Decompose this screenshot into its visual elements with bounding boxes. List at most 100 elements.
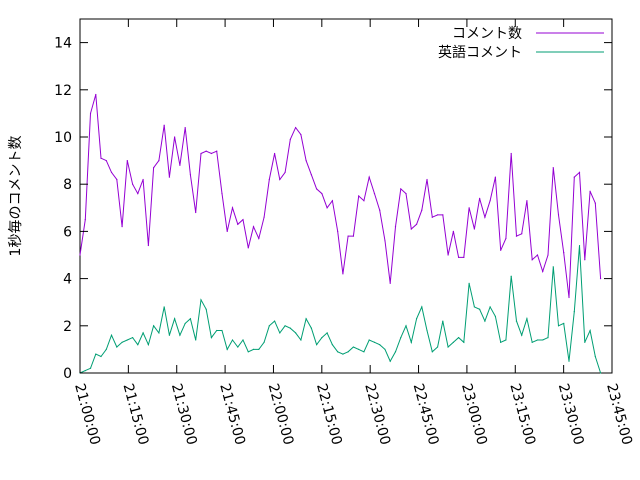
series-point-1 xyxy=(89,367,92,369)
series-point-0 xyxy=(457,256,460,258)
plot-area xyxy=(79,18,613,374)
series-point-0 xyxy=(226,230,228,232)
series-point-0 xyxy=(552,167,554,169)
series-point-1 xyxy=(258,348,260,350)
series-point-0 xyxy=(337,230,339,232)
series-point-0 xyxy=(347,235,349,237)
x-tick-label: 21:00:00 xyxy=(71,382,103,447)
series-point-0 xyxy=(442,214,444,216)
series-point-1 xyxy=(305,318,307,320)
series-point-1 xyxy=(226,348,228,350)
series-point-1 xyxy=(210,337,213,339)
series-point-1 xyxy=(310,327,312,329)
series-point-1 xyxy=(163,306,165,308)
series-point-1 xyxy=(599,372,602,374)
x-tick-label: 22:00:00 xyxy=(265,382,297,447)
legend-label-1: 英語コメント xyxy=(438,44,522,61)
series-point-1 xyxy=(436,346,439,348)
y-tick-label: 4 xyxy=(63,272,72,288)
series-point-1 xyxy=(242,339,244,341)
series-point-1 xyxy=(547,337,549,339)
series-point-0 xyxy=(110,171,113,173)
series-point-0 xyxy=(526,200,528,202)
series-point-0 xyxy=(547,254,549,256)
series-point-1 xyxy=(147,344,149,346)
series-point-1 xyxy=(189,318,192,320)
series-point-1 xyxy=(200,299,202,301)
series-point-1 xyxy=(184,322,186,325)
series-point-1 xyxy=(352,346,355,348)
series-point-1 xyxy=(415,318,418,320)
series-point-1 xyxy=(168,334,171,336)
series-point-1 xyxy=(563,322,565,325)
series-point-0 xyxy=(179,164,181,166)
y-tick-label: 12 xyxy=(54,83,72,99)
series-point-0 xyxy=(132,183,134,185)
y-tick-label: 2 xyxy=(63,319,72,335)
series-point-1 xyxy=(500,341,502,343)
series-point-1 xyxy=(84,370,86,372)
series-point-0 xyxy=(500,249,502,251)
series-point-1 xyxy=(268,325,270,327)
series-point-1 xyxy=(368,339,370,341)
series-point-0 xyxy=(421,209,423,211)
series-point-1 xyxy=(337,351,339,353)
series-point-0 xyxy=(473,228,475,230)
series-point-1 xyxy=(195,339,197,341)
series-point-1 xyxy=(542,339,544,341)
series-point-0 xyxy=(247,247,249,249)
series-point-0 xyxy=(121,226,123,228)
series-point-1 xyxy=(158,332,160,334)
series-point-1 xyxy=(379,344,381,346)
series-point-0 xyxy=(531,259,533,261)
series-line-1 xyxy=(79,245,602,374)
series-point-0 xyxy=(452,230,454,232)
x-tick-label: 23:15:00 xyxy=(506,382,538,447)
series-point-0 xyxy=(447,254,449,256)
series-point-0 xyxy=(410,228,412,230)
series-point-0 xyxy=(158,160,160,162)
series-point-0 xyxy=(310,174,312,176)
series-point-0 xyxy=(521,233,523,235)
y-axis-label: 1秒毎のコメント数 xyxy=(8,136,24,257)
series-point-1 xyxy=(294,332,297,334)
series-point-0 xyxy=(316,188,318,190)
series-point-1 xyxy=(394,351,397,353)
series-point-1 xyxy=(121,341,123,343)
series-point-1 xyxy=(100,355,102,358)
series-point-0 xyxy=(216,150,218,152)
series-point-1 xyxy=(426,329,428,332)
series-point-0 xyxy=(100,157,102,159)
series-point-0 xyxy=(289,138,291,140)
series-point-1 xyxy=(153,325,155,327)
series-point-1 xyxy=(489,306,491,308)
series-point-1 xyxy=(216,329,218,332)
series-point-1 xyxy=(447,346,449,348)
series-point-1 xyxy=(142,332,144,334)
series-point-0 xyxy=(389,282,391,284)
series-point-0 xyxy=(400,188,402,190)
series-point-1 xyxy=(421,306,423,308)
series-point-0 xyxy=(599,278,602,280)
series-point-0 xyxy=(163,124,165,126)
series-point-1 xyxy=(126,339,128,341)
series-point-1 xyxy=(358,348,360,350)
series-point-1 xyxy=(321,337,323,339)
series-point-1 xyxy=(289,327,291,329)
y-tick-label: 10 xyxy=(54,130,72,146)
series-point-1 xyxy=(510,275,512,277)
series-point-0 xyxy=(200,152,202,155)
series-point-1 xyxy=(105,348,107,350)
series-point-1 xyxy=(568,360,570,362)
series-point-0 xyxy=(105,160,107,162)
series-point-1 xyxy=(521,334,523,336)
series-point-0 xyxy=(415,223,418,225)
series-point-1 xyxy=(589,329,591,332)
x-tick-label: 21:45:00 xyxy=(216,382,248,447)
series-point-0 xyxy=(79,254,81,256)
series-point-0 xyxy=(116,178,118,181)
series-point-0 xyxy=(510,152,512,155)
y-tick-label: 6 xyxy=(63,224,72,240)
series-point-0 xyxy=(573,176,575,178)
x-tick-label: 22:45:00 xyxy=(410,382,442,447)
